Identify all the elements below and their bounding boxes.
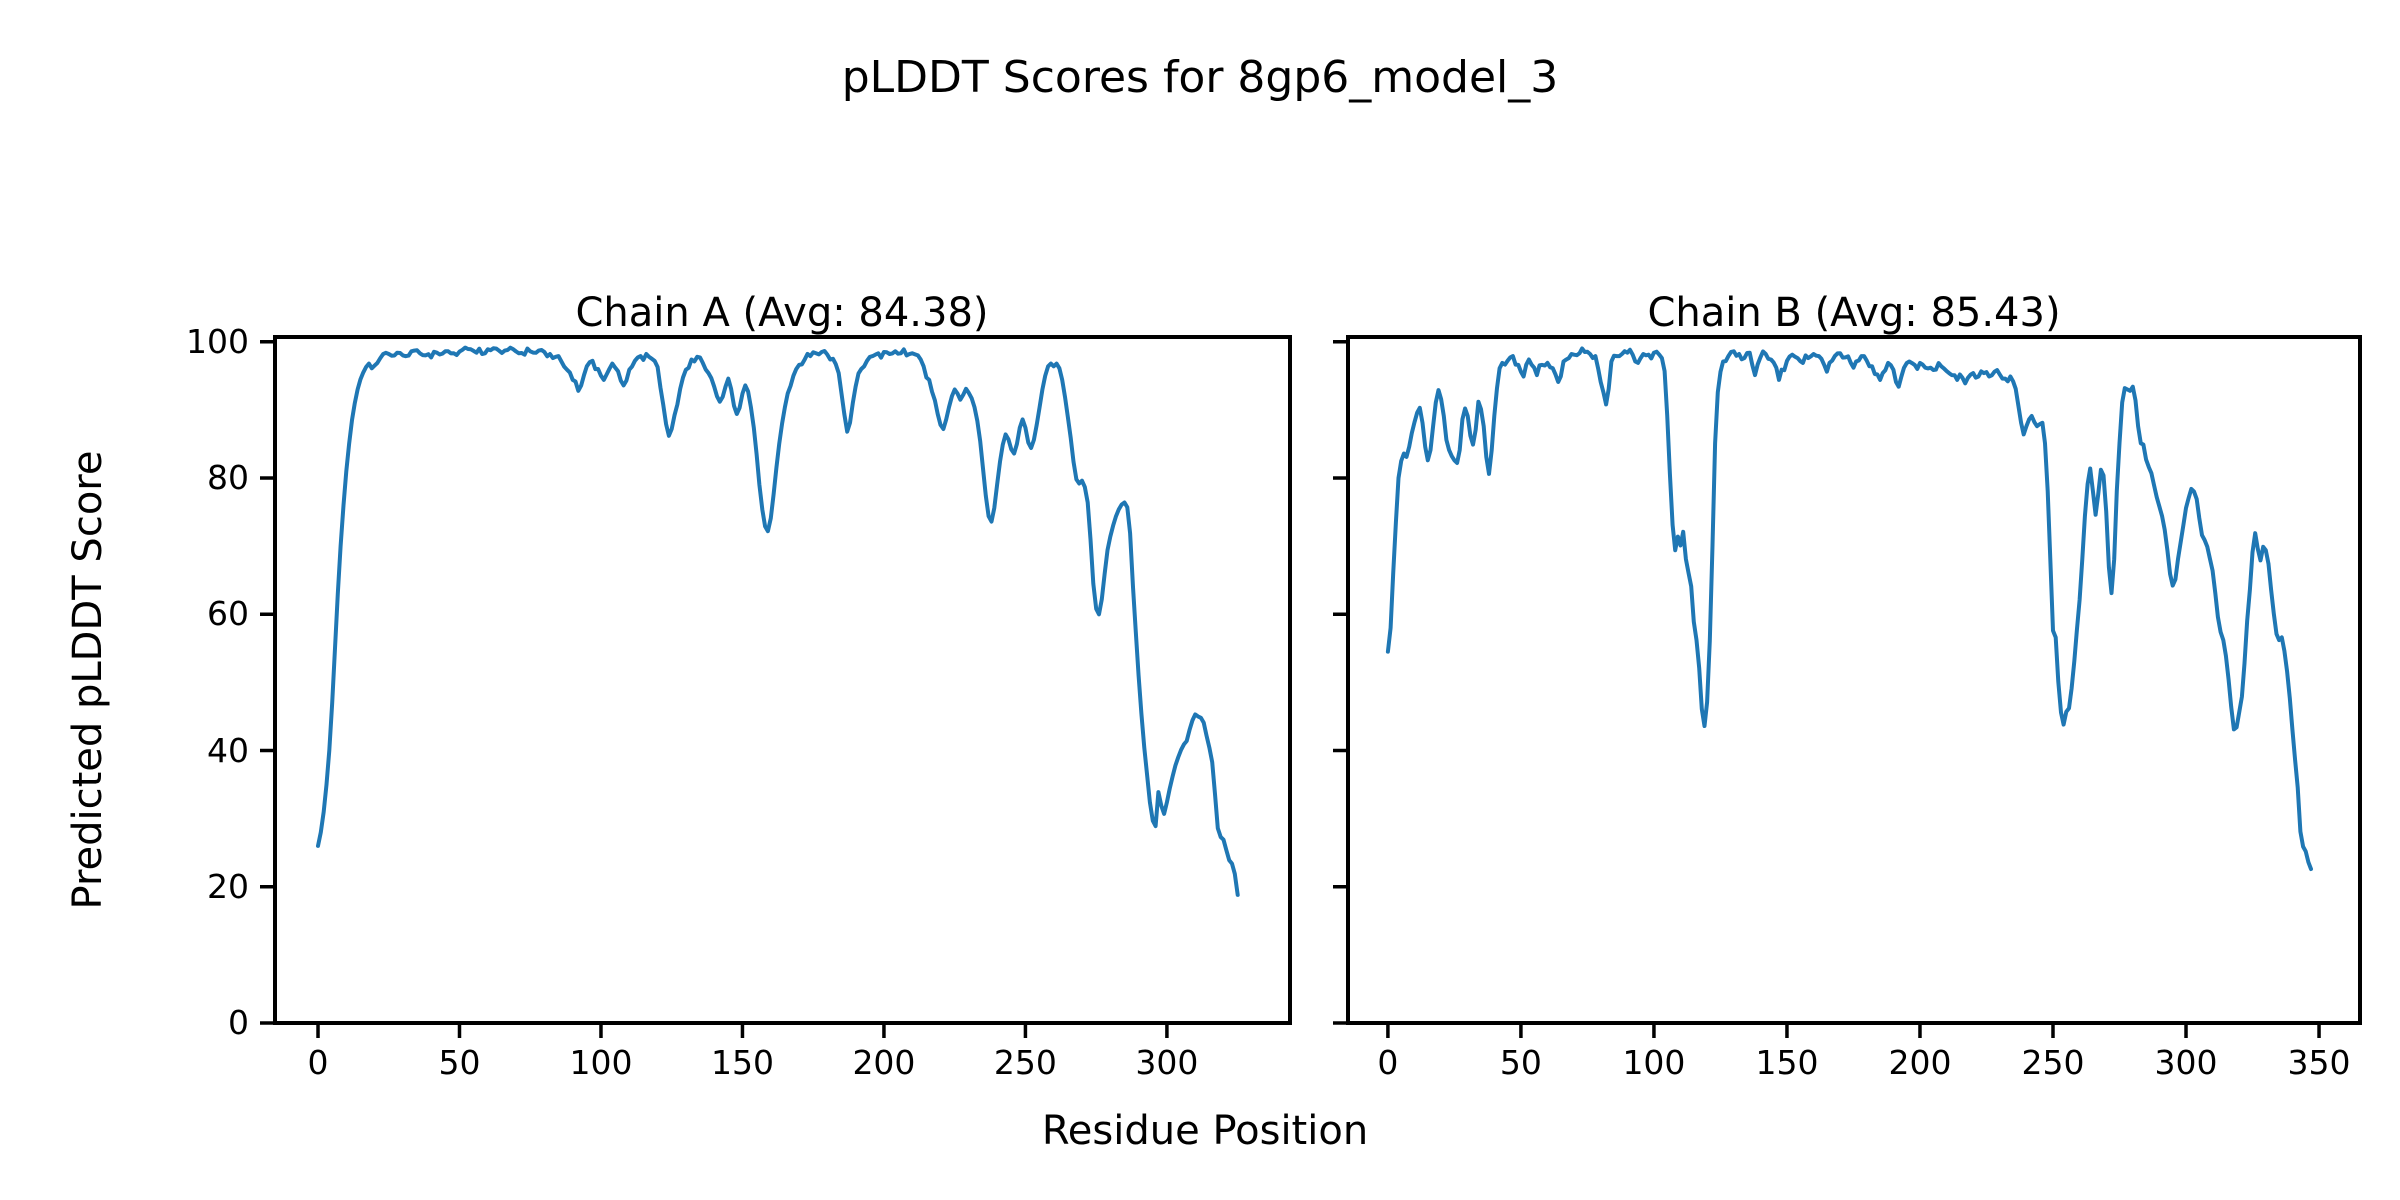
y-tick-label: 100	[186, 321, 249, 361]
plot-spines	[273, 335, 1292, 1025]
plot-area	[1333, 335, 2362, 1038]
y-tick-label: 40	[207, 730, 249, 770]
x-tick-label: 200	[852, 1043, 916, 1082]
y-tick-label: 20	[207, 866, 249, 906]
y-tick-label: 0	[228, 1003, 249, 1042]
x-tick-label: 200	[1888, 1043, 1952, 1082]
plot-spines	[1346, 335, 2362, 1025]
x-tick-label: 250	[993, 1043, 1057, 1082]
plot-area	[260, 335, 1292, 1038]
x-tick-label: 250	[2021, 1043, 2085, 1082]
y-axis-label: Predicted pLDDT Score	[65, 450, 111, 910]
x-tick-label: 150	[1755, 1043, 1819, 1082]
x-tick-label: 300	[1135, 1043, 1199, 1082]
chain-a-plot: 0 50 100 150 200 250 300 0 20 40 60 80 100	[186, 323, 1292, 1081]
x-tick-label: 100	[569, 1043, 633, 1082]
x-axis-label: Residue Position	[1041, 1108, 1369, 1154]
x-tick-label: 0	[307, 1043, 329, 1082]
chain-b-title: Chain B (Avg: 85.43)	[1647, 290, 2061, 336]
x-tick-label: 300	[2154, 1043, 2218, 1082]
x-tick-label: 0	[1377, 1043, 1399, 1082]
y-tick-label: 80	[207, 458, 249, 497]
plddt-line	[316, 345, 1240, 897]
plddt-line	[1385, 346, 2313, 871]
x-tick-label: 50	[1499, 1043, 1542, 1082]
figure-title: pLDDT Scores for 8gp6_model_3	[841, 52, 1559, 103]
x-tick-label: 350	[2287, 1043, 2351, 1082]
y-tick-label: 60	[207, 594, 249, 634]
x-tick-label: 150	[710, 1043, 774, 1082]
chain-b-plot: 0 50 100 150 200 250 300 350	[1333, 335, 2362, 1081]
x-tick-label: 100	[1622, 1043, 1686, 1082]
x-tick-label: 50	[438, 1043, 481, 1082]
chain-a-title: Chain A (Avg: 84.38)	[575, 290, 989, 336]
